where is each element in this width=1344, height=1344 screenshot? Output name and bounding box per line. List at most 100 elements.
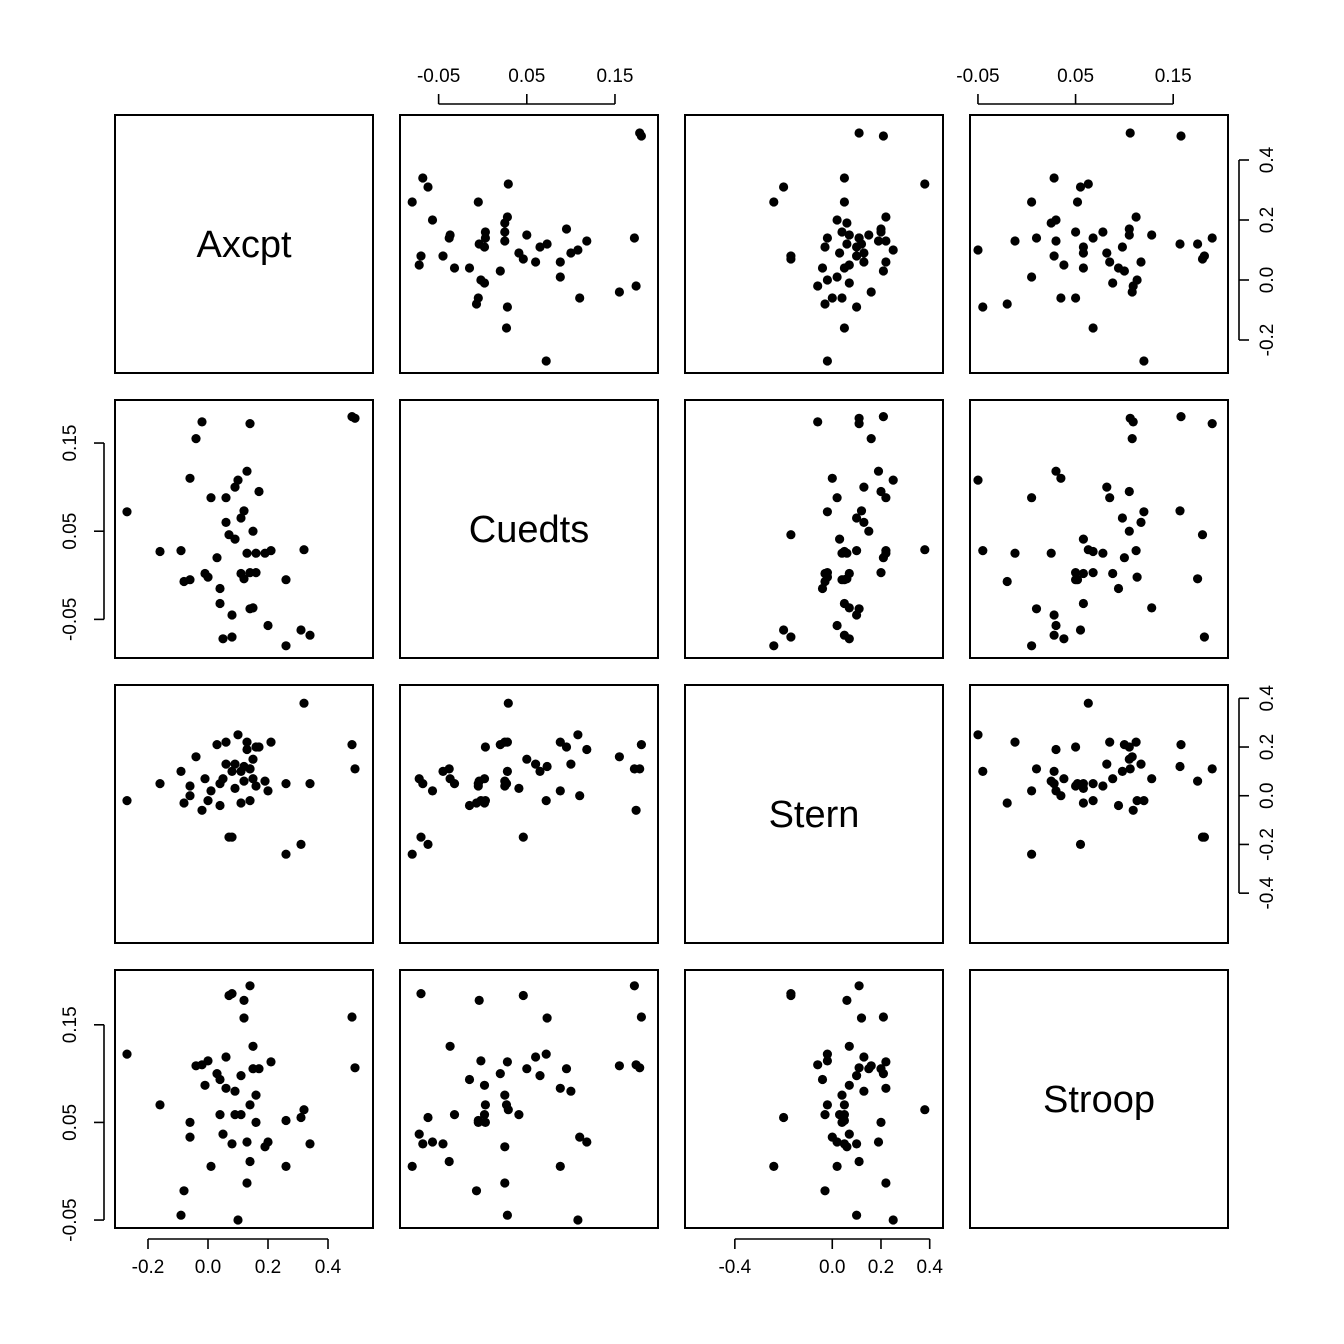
point-stroop-cuedts-13 bbox=[631, 1060, 641, 1070]
point-stern-stroop-13 bbox=[1128, 805, 1138, 815]
y-tick-label-stern-1: -0.2 bbox=[1257, 828, 1278, 861]
point-cuedts-axcpt-44 bbox=[251, 548, 261, 558]
point-stroop-axcpt-32 bbox=[233, 1215, 243, 1225]
point-stroop-stern-29 bbox=[852, 1139, 862, 1149]
panel-cuedts-vs-stroop bbox=[969, 399, 1229, 659]
x-tick-label-stern-3: 0.4 bbox=[916, 1257, 943, 1278]
point-stroop-stern-40 bbox=[822, 1100, 833, 1110]
point-cuedts-axcpt-11 bbox=[176, 546, 186, 556]
point-axcpt-cuedts-16 bbox=[575, 293, 585, 303]
point-axcpt-stern-21 bbox=[832, 272, 842, 282]
point-stern-axcpt-11 bbox=[176, 766, 186, 777]
point-cuedts-axcpt-43 bbox=[251, 568, 261, 578]
point-cuedts-stern-14 bbox=[854, 419, 864, 429]
point-axcpt-stroop-35 bbox=[1175, 239, 1185, 249]
point-cuedts-axcpt-4 bbox=[296, 625, 306, 635]
point-cuedts-axcpt-16 bbox=[185, 473, 195, 483]
point-stern-cuedts-39 bbox=[444, 764, 454, 774]
point-axcpt-stern-10 bbox=[839, 323, 850, 333]
point-cuedts-stern-5 bbox=[769, 641, 779, 651]
point-cuedts-stroop-45 bbox=[1124, 486, 1134, 497]
point-stern-axcpt-40 bbox=[245, 796, 255, 806]
point-cuedts-stroop-39 bbox=[1031, 604, 1042, 614]
point-cuedts-stern-36 bbox=[842, 574, 852, 584]
point-cuedts-stroop-31 bbox=[1102, 482, 1112, 492]
point-axcpt-stern-40 bbox=[822, 233, 833, 243]
point-stroop-axcpt-37 bbox=[242, 1137, 252, 1147]
point-cuedts-stroop-24 bbox=[1078, 598, 1088, 609]
point-axcpt-stern-9 bbox=[822, 356, 833, 366]
point-stroop-stern-33 bbox=[820, 1110, 830, 1120]
point-cuedts-axcpt-21 bbox=[206, 493, 216, 503]
point-axcpt-stroop-17 bbox=[1002, 299, 1012, 309]
point-axcpt-stroop-33 bbox=[1078, 242, 1088, 252]
point-stern-cuedts-35 bbox=[542, 761, 552, 772]
point-cuedts-stern-30 bbox=[835, 534, 845, 544]
point-stern-axcpt-6 bbox=[281, 779, 291, 789]
point-cuedts-axcpt-20 bbox=[203, 572, 213, 582]
point-cuedts-stroop-43 bbox=[1071, 568, 1081, 578]
point-stern-stroop-40 bbox=[1088, 796, 1098, 806]
point-stern-axcpt-32 bbox=[233, 730, 243, 740]
point-stroop-axcpt-7 bbox=[266, 1057, 276, 1067]
point-axcpt-stern-37 bbox=[873, 236, 884, 246]
point-axcpt-stern-11 bbox=[852, 302, 862, 312]
point-stroop-cuedts-46 bbox=[500, 1142, 510, 1152]
point-axcpt-cuedts-46 bbox=[500, 218, 510, 228]
point-cuedts-axcpt-6 bbox=[281, 575, 291, 585]
point-axcpt-stroop-46 bbox=[1046, 218, 1056, 228]
point-axcpt-cuedts-36 bbox=[474, 239, 484, 249]
point-stroop-axcpt-25 bbox=[218, 1129, 228, 1139]
point-stroop-axcpt-14 bbox=[245, 981, 255, 991]
point-stroop-cuedts-43 bbox=[480, 1117, 490, 1127]
point-cuedts-stroop-46 bbox=[1046, 548, 1056, 558]
point-stroop-axcpt-28 bbox=[224, 990, 234, 1001]
point-stern-stroop-20 bbox=[1132, 796, 1142, 806]
point-axcpt-stern-5 bbox=[769, 197, 779, 207]
point-stroop-cuedts-39 bbox=[444, 1156, 454, 1167]
point-cuedts-stroop-7 bbox=[1131, 546, 1141, 556]
point-stern-stroop-3 bbox=[1083, 698, 1093, 708]
point-stern-stroop-19 bbox=[1108, 774, 1118, 784]
point-axcpt-stern-28 bbox=[786, 254, 796, 264]
panel-stern-vs-stroop bbox=[969, 684, 1229, 944]
point-cuedts-axcpt-26 bbox=[221, 517, 231, 528]
point-stern-cuedts-14 bbox=[629, 764, 640, 774]
point-axcpt-stern-3 bbox=[920, 179, 930, 189]
point-cuedts-stern-28 bbox=[786, 530, 796, 540]
x-tick-label-stroop-2: 0.15 bbox=[1155, 66, 1192, 87]
point-cuedts-stern-3 bbox=[920, 545, 930, 555]
point-cuedts-axcpt-25 bbox=[218, 634, 228, 644]
point-axcpt-stroop-36 bbox=[1193, 239, 1203, 249]
x-tick-label-stern-0: -0.4 bbox=[718, 1257, 751, 1278]
point-cuedts-axcpt-31 bbox=[230, 482, 240, 492]
point-stern-axcpt-23 bbox=[215, 800, 225, 811]
point-stroop-axcpt-18 bbox=[185, 1117, 195, 1127]
y-tick-label-stern-2: 0.0 bbox=[1257, 783, 1278, 809]
point-stroop-axcpt-3 bbox=[299, 1105, 309, 1115]
point-axcpt-stern-20 bbox=[822, 275, 833, 285]
panel-stroop-vs-cuedts bbox=[399, 969, 659, 1229]
point-stern-cuedts-36 bbox=[474, 776, 484, 786]
point-cuedts-axcpt-5 bbox=[281, 641, 291, 651]
point-axcpt-stroop-26 bbox=[1136, 257, 1146, 267]
point-cuedts-stroop-34 bbox=[1117, 513, 1127, 523]
point-axcpt-cuedts-9 bbox=[541, 356, 551, 366]
point-stern-cuedts-42 bbox=[445, 774, 455, 784]
point-axcpt-cuedts-43 bbox=[480, 227, 490, 237]
point-stroop-cuedts-34 bbox=[535, 1071, 545, 1081]
point-stroop-stern-42 bbox=[844, 1041, 854, 1051]
point-cuedts-stroop-15 bbox=[1199, 632, 1209, 642]
point-stroop-axcpt-36 bbox=[239, 995, 249, 1006]
point-cuedts-axcpt-23 bbox=[215, 583, 225, 594]
point-cuedts-stroop-11 bbox=[978, 546, 988, 556]
point-cuedts-stroop-42 bbox=[1147, 603, 1157, 613]
point-cuedts-axcpt-22 bbox=[212, 553, 222, 563]
panel-axcpt-vs-stroop bbox=[969, 114, 1229, 374]
variable-label-axcpt: Axcpt bbox=[196, 224, 291, 266]
point-stroop-stern-21 bbox=[832, 1161, 842, 1171]
point-axcpt-cuedts-44 bbox=[500, 227, 510, 237]
point-stroop-axcpt-9 bbox=[122, 1049, 132, 1059]
point-stroop-stern-3 bbox=[920, 1105, 930, 1115]
point-stern-cuedts-11 bbox=[502, 766, 512, 777]
